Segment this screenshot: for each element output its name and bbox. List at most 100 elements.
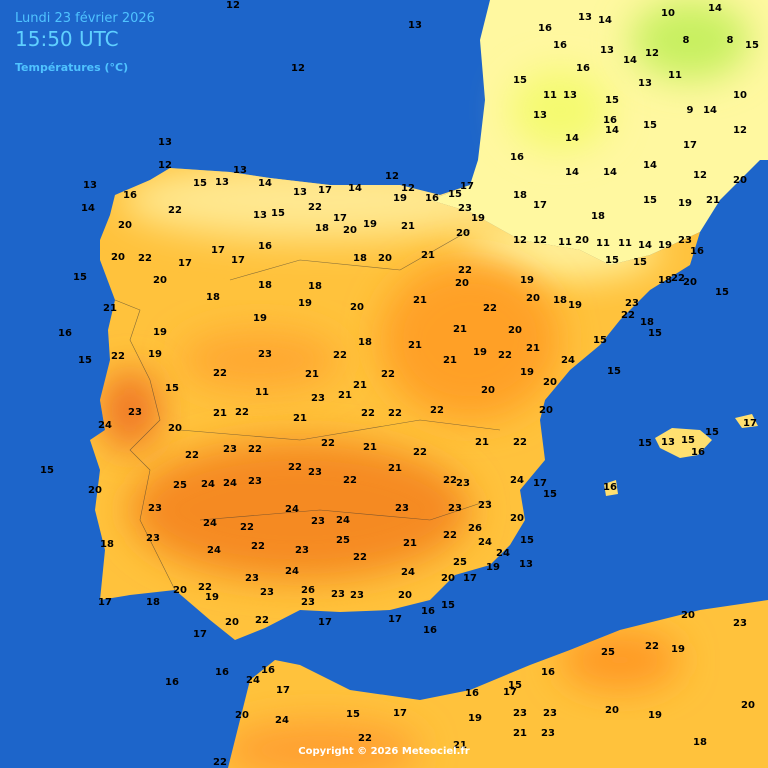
temperature-label: 18 [315, 223, 329, 234]
temperature-label: 18 [206, 292, 220, 303]
temperature-label: 19 [298, 298, 312, 309]
temperature-label: 17 [503, 687, 517, 698]
temperature-label: 22 [168, 205, 182, 216]
temperature-label: 19 [153, 327, 167, 338]
temperature-label: 15 [165, 383, 179, 394]
temperature-label: 22 [358, 733, 372, 744]
temperature-label: 11 [596, 238, 610, 249]
temperature-label: 11 [558, 237, 572, 248]
temperature-label: 17 [98, 597, 112, 608]
temperature-label: 20 [173, 585, 187, 596]
temperature-label: 15 [607, 366, 621, 377]
temperature-label: 14 [598, 15, 612, 26]
temperature-label: 10 [661, 8, 675, 19]
subtitle: Températures (°C) [15, 61, 128, 74]
temperature-label: 21 [443, 355, 457, 366]
temperature-label: 20 [510, 513, 524, 524]
temperature-label: 21 [401, 221, 415, 232]
time: 15:50 UTC [15, 27, 119, 51]
zone [380, 260, 560, 420]
temperature-label: 22 [288, 462, 302, 473]
temperature-label: 20 [575, 235, 589, 246]
temperature-label: 22 [443, 530, 457, 541]
temperature-label: 20 [741, 700, 755, 711]
temperature-label: 23 [448, 503, 462, 514]
temperature-label: 22 [413, 447, 427, 458]
temperature-label: 19 [520, 275, 534, 286]
temperature-label: 20 [111, 252, 125, 263]
temperature-label: 13 [83, 180, 97, 191]
temperature-label: 11 [668, 70, 682, 81]
temperature-label: 24 [478, 537, 492, 548]
temperature-label: 16 [215, 667, 229, 678]
temperature-label: 18 [258, 280, 272, 291]
temperature-label: 20 [733, 175, 747, 186]
temperature-label: 20 [88, 485, 102, 496]
temperature-label: 15 [605, 95, 619, 106]
temperature-label: 22 [251, 541, 265, 552]
cool-zone [630, 0, 750, 80]
temperature-label: 21 [363, 442, 377, 453]
temperature-label: 17 [393, 708, 407, 719]
temperature-label: 15 [346, 709, 360, 720]
temperature-label: 14 [565, 133, 579, 144]
temperature-label: 24 [207, 545, 221, 556]
temperature-label: 15 [638, 438, 652, 449]
temperature-label: 16 [58, 328, 72, 339]
temperature-label: 19 [363, 219, 377, 230]
date: Lundi 23 février 2026 [15, 11, 155, 26]
temperature-label: 21 [526, 343, 540, 354]
temperature-label: 15 [705, 427, 719, 438]
temperature-label: 12 [513, 235, 527, 246]
temperature-label: 24 [246, 675, 260, 686]
temperature-label: 20 [343, 225, 357, 236]
temperature-label: 19 [568, 300, 582, 311]
temperature-label: 8 [727, 35, 734, 46]
temperature-label: 10 [733, 90, 747, 101]
temperature-label: 23 [311, 516, 325, 527]
temperature-label: 23 [541, 728, 555, 739]
temperature-label: 22 [621, 310, 635, 321]
temperature-label: 15 [73, 272, 87, 283]
temperature-label: 20 [543, 377, 557, 388]
temperature-label: 15 [633, 257, 647, 268]
temperature-label: 23 [260, 587, 274, 598]
temperature-label: 21 [421, 250, 435, 261]
temperature-label: 14 [258, 178, 272, 189]
temperature-label: 20 [235, 710, 249, 721]
temperature-label: 20 [225, 617, 239, 628]
temperature-label: 12 [385, 171, 399, 182]
temperature-label: 22 [321, 438, 335, 449]
temperature-label: 16 [538, 23, 552, 34]
temperature-label: 21 [408, 340, 422, 351]
temperature-label: 22 [240, 522, 254, 533]
temperature-label: 21 [453, 324, 467, 335]
temperature-label: 21 [513, 728, 527, 739]
temperature-label: 13 [519, 559, 533, 570]
temperature-label: 17 [193, 629, 207, 640]
temperature-label: 16 [553, 40, 567, 51]
temperature-label: 19 [520, 367, 534, 378]
temperature-label: 18 [591, 211, 605, 222]
temperature-label: 13 [215, 177, 229, 188]
temperature-label: 23 [478, 500, 492, 511]
temperature-label: 14 [565, 167, 579, 178]
temperature-label: 16 [603, 115, 617, 126]
zone [130, 440, 470, 580]
temperature-label: 23 [128, 407, 142, 418]
temperature-label: 22 [213, 757, 227, 768]
temperature-label: 15 [745, 40, 759, 51]
temperature-label: 20 [605, 705, 619, 716]
temperature-label: 17 [211, 245, 225, 256]
temperature-label: 18 [693, 737, 707, 748]
temperature-label: 20 [398, 590, 412, 601]
temperature-label: 17 [333, 213, 347, 224]
temperature-label: 12 [226, 0, 240, 11]
temperature-label: 16 [421, 606, 435, 617]
temperature-label: 20 [118, 220, 132, 231]
temperature-label: 15 [508, 680, 522, 691]
temperature-label: 12 [645, 48, 659, 59]
temperature-label: 13 [661, 437, 675, 448]
temperature-label: 13 [408, 20, 422, 31]
temperature-label: 22 [353, 552, 367, 563]
